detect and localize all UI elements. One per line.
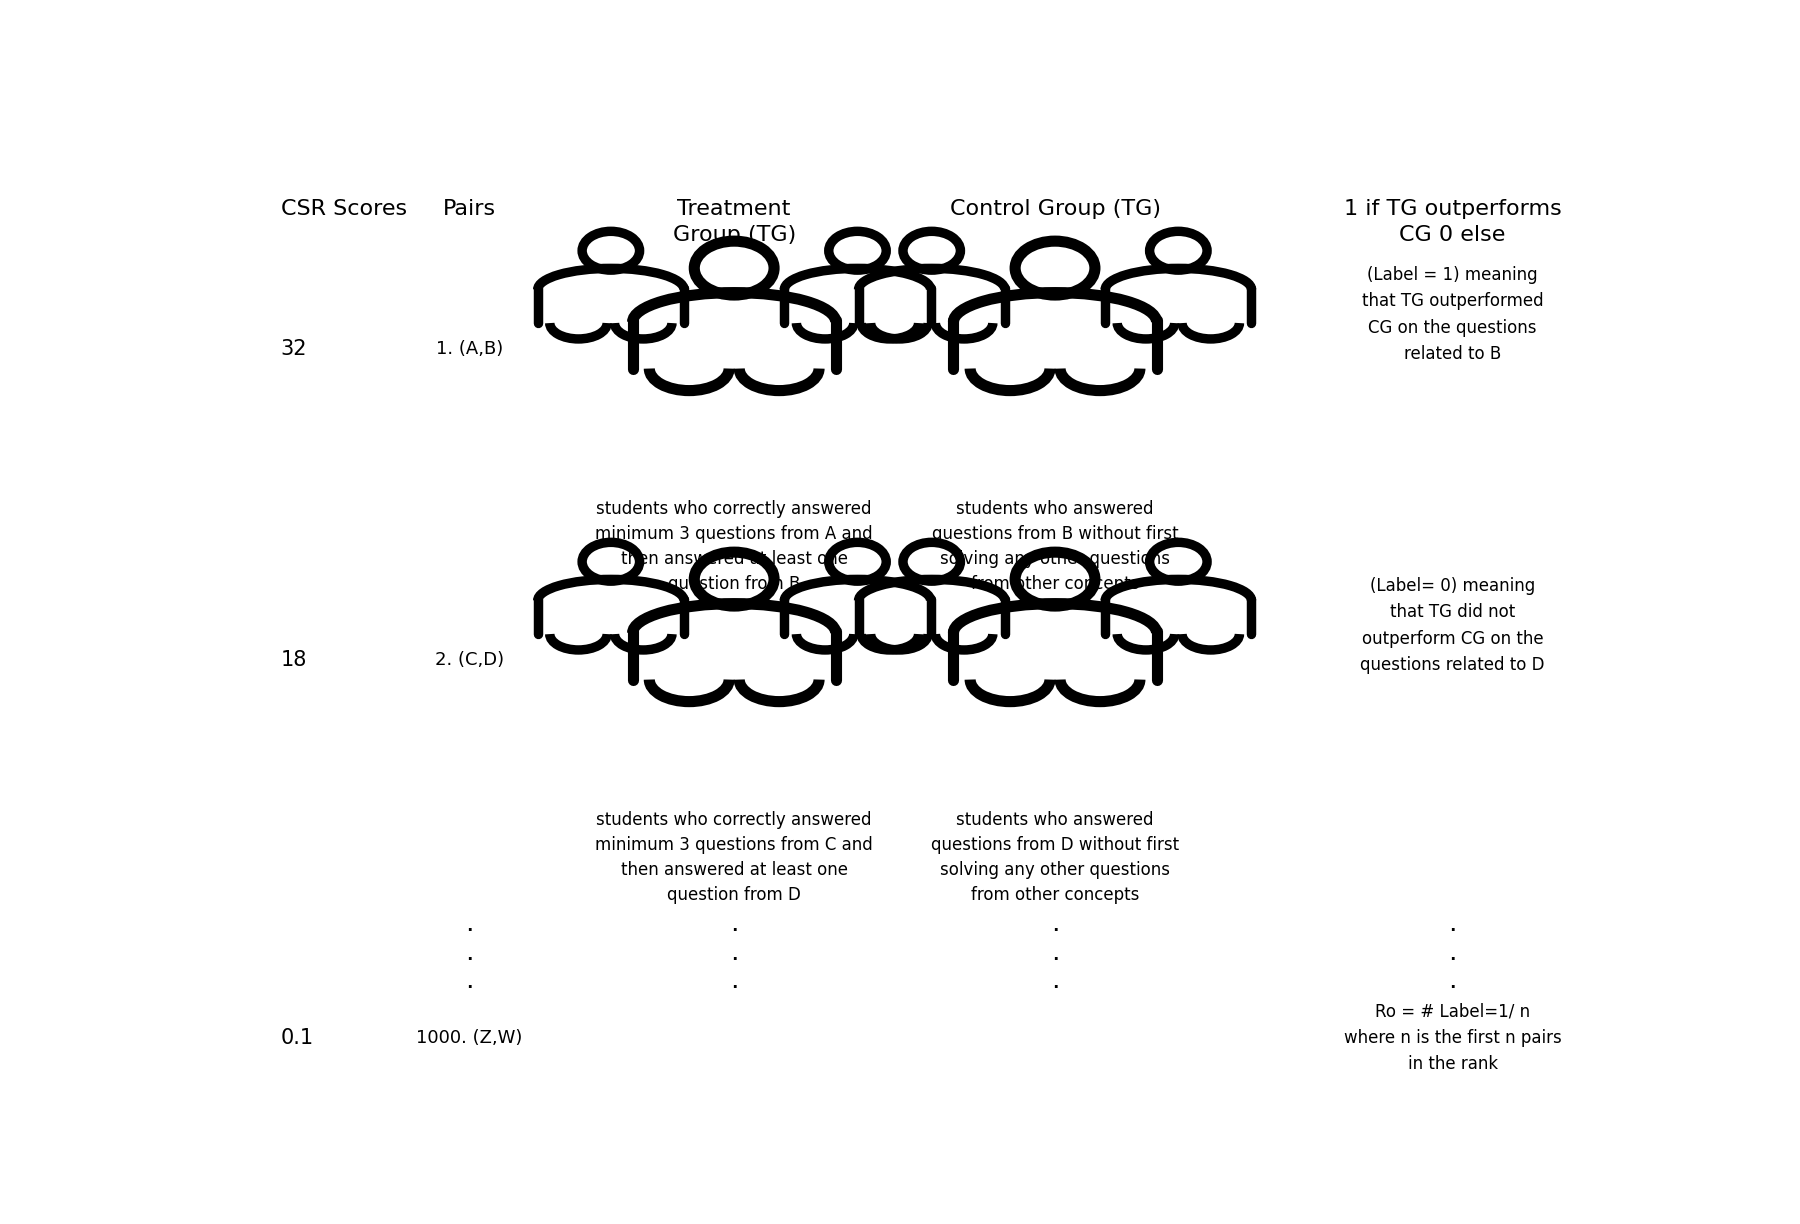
Text: Ro = # Label=1/ n
where n is the first n pairs
in the rank: Ro = # Label=1/ n where n is the first n… — [1345, 1002, 1561, 1073]
Text: .: . — [731, 912, 738, 938]
Text: .: . — [464, 940, 473, 966]
Text: (Label = 1) meaning
that TG outperformed
CG on the questions
related to B: (Label = 1) meaning that TG outperformed… — [1363, 266, 1543, 364]
Text: 2. (C,D): 2. (C,D) — [434, 651, 504, 670]
Text: 1000. (Z,W): 1000. (Z,W) — [416, 1028, 522, 1047]
Text: .: . — [1449, 940, 1456, 966]
Text: students who answered
questions from B without first
solving any other questions: students who answered questions from B w… — [932, 501, 1179, 594]
Text: CSR Scores: CSR Scores — [281, 198, 407, 219]
Text: 1. (A,B): 1. (A,B) — [436, 340, 502, 357]
Text: .: . — [464, 968, 473, 994]
Text: students who correctly answered
minimum 3 questions from A and
then answered at : students who correctly answered minimum … — [596, 501, 873, 594]
Text: .: . — [464, 912, 473, 938]
Text: 0.1: 0.1 — [281, 1027, 313, 1048]
Text: .: . — [1449, 968, 1456, 994]
Text: .: . — [1051, 968, 1058, 994]
Text: .: . — [1051, 940, 1058, 966]
Text: .: . — [731, 940, 738, 966]
Text: students who answered
questions from D without first
solving any other questions: students who answered questions from D w… — [931, 812, 1179, 905]
Text: Pairs: Pairs — [443, 198, 495, 219]
Text: 32: 32 — [281, 339, 308, 359]
Text: .: . — [1449, 912, 1456, 938]
Text: (Label= 0) meaning
that TG did not
outperform CG on the
questions related to D: (Label= 0) meaning that TG did not outpe… — [1361, 577, 1544, 674]
Text: .: . — [1051, 912, 1058, 938]
Text: Control Group (TG): Control Group (TG) — [950, 198, 1161, 219]
Text: Treatment
Group (TG): Treatment Group (TG) — [673, 198, 796, 245]
Text: .: . — [731, 968, 738, 994]
Text: 1 if TG outperforms
CG 0 else: 1 if TG outperforms CG 0 else — [1345, 198, 1561, 245]
Text: students who correctly answered
minimum 3 questions from C and
then answered at : students who correctly answered minimum … — [596, 812, 873, 905]
Text: 18: 18 — [281, 650, 308, 670]
